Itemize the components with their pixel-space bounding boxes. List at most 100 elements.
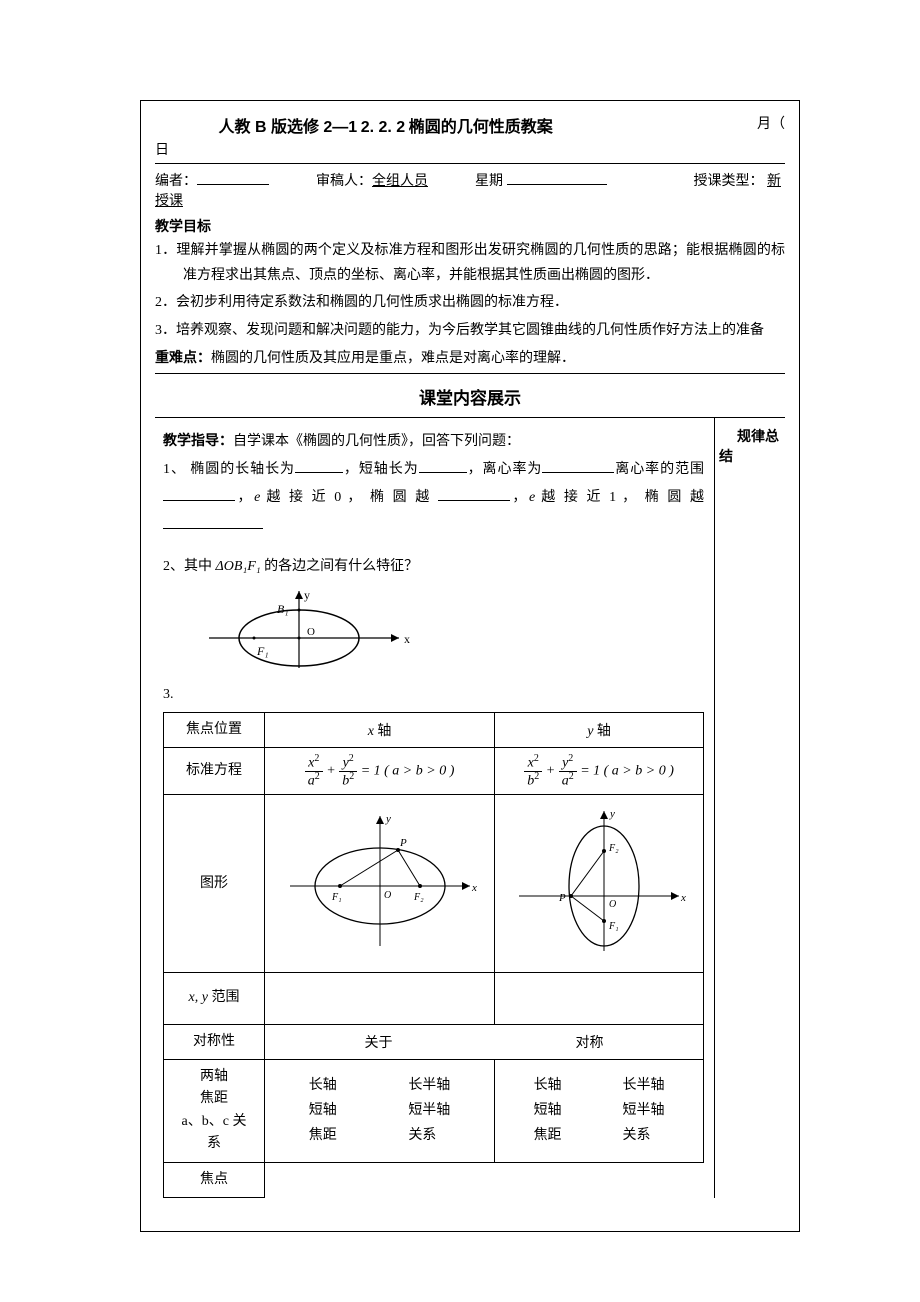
q1-seg4: 离心率的范围 [614,462,704,477]
svg-text:F₁: F₁ [608,921,619,932]
table-row-header: 焦点位置 x 轴 y 轴 [164,712,704,747]
th-range: x, y 范围 [164,973,265,1024]
author-blank[interactable] [197,170,269,185]
question-1: 1、 椭圆的长轴长为，短轴长为，离心率为离心率的范围，e 越 接 近 0 ， 椭… [163,456,704,540]
objective-2: 2．会初步利用待定系数法和椭圆的几何性质求出椭圆的标准方程． [155,290,785,315]
properties-table: 焦点位置 x 轴 y 轴 标准方程 x2a2 + y2b2 = 1 ( a > … [163,712,704,1198]
svg-text:F₁: F₁ [331,892,342,903]
title-prefix: 人教 B 版选修 2—1 [219,119,358,136]
objective-3: 3．培养观察、发现问题和解决问题的能力，为今后教学其它圆锥曲线的几何性质作好方法… [155,318,785,343]
content-grid: 教学指导：自学课本《椭圆的几何性质》，回答下列问题： 1、 椭圆的长轴长为 ，短轴… [155,417,785,1198]
q1-blank-2[interactable] [419,458,467,473]
q1-seg5: ， [235,490,254,505]
q2-diagram: B₁ F₁ O x y [199,583,704,678]
title-code: 2. 2. 2 [361,119,405,136]
rule-top [155,163,785,164]
q1-seg8: 越 接 近 1 ， 椭 圆 越 [535,490,704,505]
summary-head-1: 规律总 [719,426,781,446]
meta-line: 编者： 审稿人：全组人员 星期 授课类型： 新授课 [155,170,785,210]
td-symmetry: 关于 对称 [265,1024,704,1059]
th-focus-pos: 焦点位置 [164,712,265,747]
svg-text:y: y [385,813,391,825]
svg-text:x: x [680,892,686,904]
guide-head: 教学指导： [163,432,233,448]
content-left: 教学指导：自学课本《椭圆的几何性质》，回答下列问题： 1、 椭圆的长轴长为 ，短轴… [155,418,715,1198]
svg-text:B₁: B₁ [277,602,289,616]
td-focus-y[interactable] [495,1162,704,1197]
q1-blank-1[interactable] [295,458,343,473]
reviewer-label: 审稿人： [316,174,372,189]
guide-text: 自学课本《椭圆的几何性质》，回答下列问题： [233,434,520,449]
svg-text:y: y [304,588,310,602]
td-shape-x: P O F₁ F₂ x y [265,795,495,973]
weekday-blank[interactable] [507,170,607,185]
q1-seg6: 越 接 近 0 ， 椭 圆 越 [260,490,437,505]
q1-seg3: ，离心率为 [467,462,543,477]
td-axes-y: 长轴 短轴 焦距 长半轴 短半轴 关系 [495,1059,704,1162]
th-symmetry: 对称性 [164,1024,265,1059]
svg-text:F₂: F₂ [608,843,619,854]
table-row-axes: 两轴 焦距 a、b、c 关 系 长轴 短轴 焦距 [164,1059,704,1162]
key-point: 重难点：椭圆的几何性质及其应用是重点，难点是对离心率的理解． [155,345,785,371]
table-row-stdeq: 标准方程 x2a2 + y2b2 = 1 ( a > b > 0 ) x2b2 … [164,747,704,794]
td-shape-y: P O F₂ F₁ x y [495,795,704,973]
title-line: 人教 B 版选修 2—1 2. 2. 2 椭圆的几何性质教案 月（ [155,113,785,137]
q2-suffix: 的各边之间有什么特征？ [261,559,419,574]
th-stdeq: 标准方程 [164,747,265,794]
q2-triangle: ΔOB₁F₁ [216,559,261,574]
svg-text:O: O [307,626,315,638]
table-row-symmetry: 对称性 关于 对称 [164,1024,704,1059]
svg-text:P: P [558,892,566,904]
symmetry-left: 关于 [273,1032,484,1052]
table-row-shape: 图形 [164,795,704,973]
td-range-y[interactable] [495,973,704,1024]
content-right: 规律总 结 [715,418,785,1198]
svg-text:F₂: F₂ [413,892,424,903]
question-2: 2、其中 ΔOB₁F₁ 的各边之间有什么特征？ [163,554,704,579]
q1-blank-6[interactable] [163,514,263,529]
q2-prefix: 2、其中 [163,559,216,574]
table-row-range: x, y 范围 [164,973,704,1024]
svg-text:P: P [399,837,407,849]
th-focus: 焦点 [164,1162,265,1197]
td-stdeq-y: x2b2 + y2a2 = 1 ( a > b > 0 ) [495,747,704,794]
table-row-focus: 焦点 [164,1162,704,1197]
th-x-axis: x 轴 [265,712,495,747]
th-axes: 两轴 焦距 a、b、c 关 系 [164,1059,265,1162]
q1-blank-4[interactable] [163,486,235,501]
objective-1: 1．理解并掌握从椭圆的两个定义及标准方程和图形出发研究椭圆的几何性质的思路；能根… [155,238,785,288]
reviewer-value: 全组人员 [372,174,428,189]
author-label: 编者： [155,174,197,189]
day-line: 日 [155,139,785,159]
question-3: 3. [163,682,704,707]
section-title: 课堂内容展示 [155,373,785,417]
classtype-label: 授课类型： [694,174,764,189]
q1-blank-5[interactable] [438,486,510,501]
th-y-axis: y 轴 [495,712,704,747]
td-focus-x[interactable] [265,1162,495,1197]
key-text: 椭圆的几何性质及其应用是重点，难点是对离心率的理解． [211,351,575,366]
document-frame: 人教 B 版选修 2—1 2. 2. 2 椭圆的几何性质教案 月（ 日 编者： … [140,100,800,1232]
summary-head-2: 结 [719,446,781,466]
q1-blank-3[interactable] [542,458,614,473]
objectives-head: 教学目标 [155,216,785,236]
svg-text:x: x [404,632,410,646]
svg-text:y: y [609,808,615,820]
q1-seg1: 1、 椭圆的长轴长为 [163,462,295,477]
guide-line: 教学指导：自学课本《椭圆的几何性质》，回答下列问题： [163,428,704,454]
q1-seg7: ， [510,490,529,505]
weekday-label: 星期 [475,174,503,189]
key-label: 重难点： [155,349,211,365]
td-axes-x: 长轴 短轴 焦距 长半轴 短半轴 关系 [265,1059,495,1162]
svg-text:F₁: F₁ [256,644,269,658]
td-stdeq-x: x2a2 + y2b2 = 1 ( a > b > 0 ) [265,747,495,794]
month-label: 月（ [757,113,785,133]
symmetry-right: 对称 [484,1032,695,1052]
th-shape: 图形 [164,795,265,973]
td-range-x[interactable] [265,973,495,1024]
svg-text:O: O [609,899,616,910]
svg-text:x: x [471,882,477,894]
title-subject: 椭圆的几何性质教案 [409,119,553,136]
q1-seg2: ，短轴长为 [343,462,419,477]
svg-text:O: O [384,890,391,901]
